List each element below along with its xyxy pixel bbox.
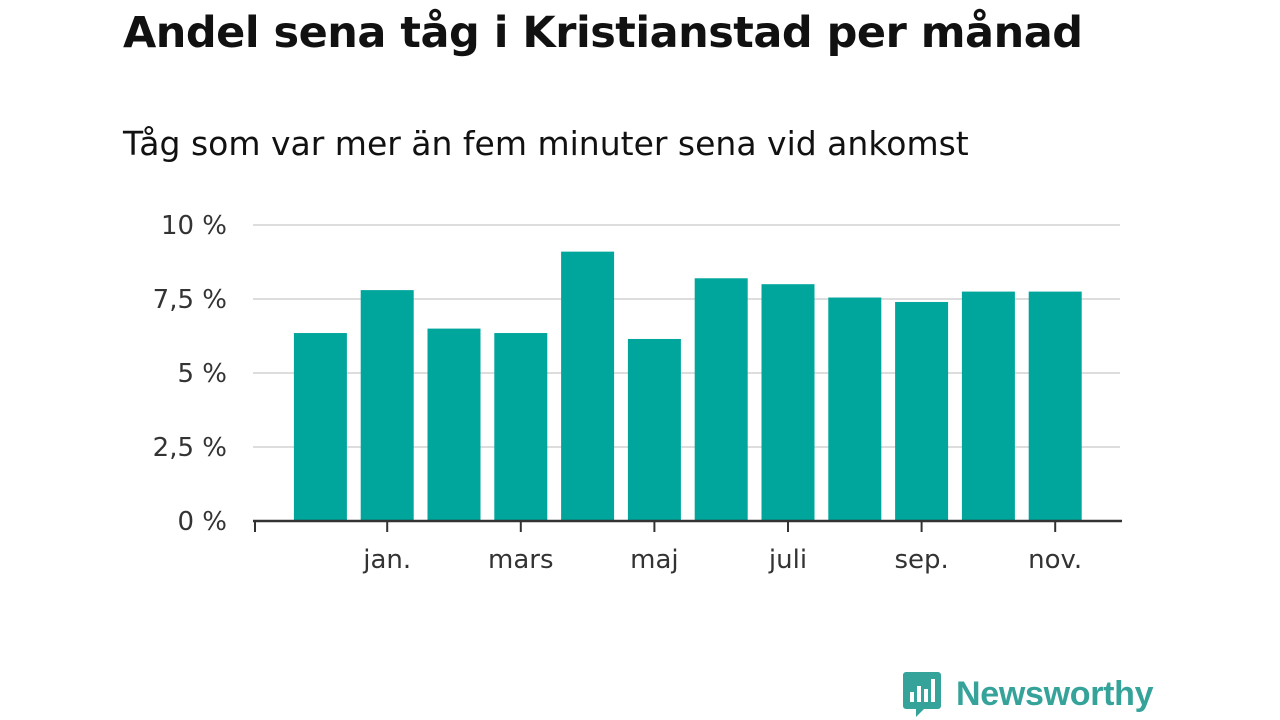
bar (293, 333, 347, 521)
newsworthy-logo: Newsworthy (902, 670, 1154, 718)
y-axis-ticks: 0 % 2,5 % 5 % 7,5 % 10 % (153, 211, 227, 537)
chart-subtitle: Tåg som var mer än fem minuter sena vid … (123, 124, 969, 163)
bar (360, 290, 414, 521)
bar (494, 333, 548, 521)
y-tick-label: 7,5 % (153, 285, 227, 315)
bar (427, 328, 481, 521)
x-axis-ticks: jan. mars maj juli sep. nov. (362, 521, 1082, 575)
y-tick-label: 5 % (177, 359, 227, 389)
x-tick-label: maj (630, 545, 678, 575)
bar (694, 278, 748, 521)
bar (961, 291, 1015, 521)
x-axis (253, 519, 1122, 532)
x-tick-label: mars (488, 545, 554, 575)
bar (1028, 291, 1082, 521)
bar (761, 284, 815, 521)
bar (895, 301, 949, 521)
bars (293, 251, 1082, 521)
brand-name: Newsworthy (956, 674, 1154, 713)
bar (561, 251, 615, 521)
y-tick-label: 0 % (177, 507, 227, 537)
bar-chart-speech-bubble-icon (903, 672, 941, 717)
y-tick-label: 2,5 % (153, 433, 227, 463)
x-tick-label: juli (768, 545, 807, 575)
x-tick-label: nov. (1028, 545, 1082, 575)
x-tick-label: jan. (362, 545, 411, 575)
x-tick-label: sep. (894, 545, 948, 575)
bar (828, 297, 882, 521)
y-tick-label: 10 % (161, 211, 227, 241)
bar (627, 338, 681, 521)
chart-title: Andel sena tåg i Kristianstad per månad (123, 8, 1083, 58)
